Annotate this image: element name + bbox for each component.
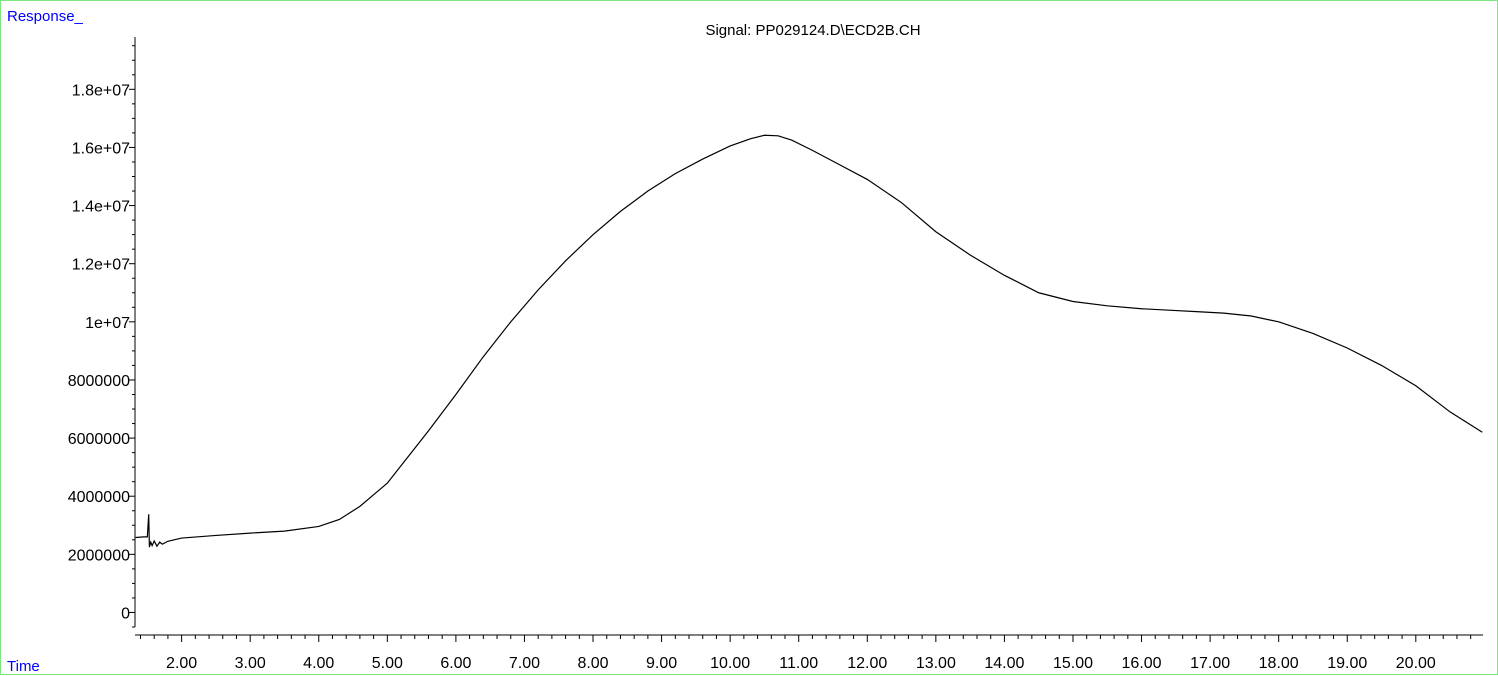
x-axis-label: Time: [7, 658, 40, 675]
x-tick-label: 19.00: [1327, 655, 1367, 672]
series-line: [135, 134, 1483, 548]
y-axis-label: Response_: [7, 8, 84, 25]
chart-title: Signal: PP029124.D\ECD2B.CH: [705, 22, 920, 39]
x-tick-label: 10.00: [710, 655, 750, 672]
y-tick-label: 1e+07: [85, 315, 130, 332]
x-tick-label: 16.00: [1122, 655, 1162, 672]
x-tick-label: 9.00: [646, 655, 677, 672]
x-tick-label: 15.00: [1053, 655, 1093, 672]
x-tick-label: 14.00: [984, 655, 1024, 672]
x-tick-label: 6.00: [440, 655, 471, 672]
x-tick-label: 12.00: [847, 655, 887, 672]
x-tick-label: 20.00: [1396, 655, 1436, 672]
x-tick-label: 17.00: [1190, 655, 1230, 672]
x-tick-label: 11.00: [779, 655, 818, 672]
x-tick-label: 7.00: [509, 655, 540, 672]
y-tick-label: 1.6e+07: [72, 140, 130, 157]
x-tick-label: 2.00: [166, 655, 197, 672]
y-tick-label: 0: [121, 605, 130, 622]
y-tick-label: 6000000: [68, 431, 130, 448]
y-tick-label: 1.2e+07: [72, 257, 130, 274]
x-ticks: 2.00 3.00 4.00 5.00 6.00 7.00 8.00 9.00 10.00 11.…: [139, 635, 1472, 672]
y-tick-label: 1.4e+07: [72, 199, 130, 216]
y-tick-label: 1.8e+07: [72, 82, 130, 99]
y-ticks: 0 2000000 4000000 6000000 8000000 1e+07 1.2e+0…: [68, 45, 135, 628]
y-tick-label: 8000000: [68, 373, 130, 390]
x-tick-label: 5.00: [372, 655, 403, 672]
x-tick-label: 18.00: [1259, 655, 1299, 672]
x-tick-label: 8.00: [577, 655, 608, 672]
x-tick-label: 13.00: [916, 655, 956, 672]
x-tick-label: 4.00: [303, 655, 334, 672]
y-tick-label: 2000000: [68, 547, 130, 564]
x-tick-label: 3.00: [235, 655, 266, 672]
y-tick-label: 4000000: [68, 489, 130, 506]
